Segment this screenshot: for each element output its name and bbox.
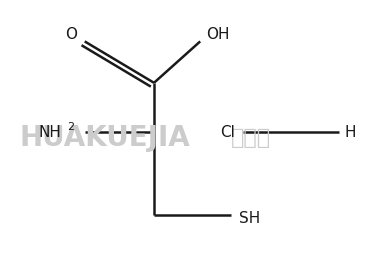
Text: 化学加: 化学加 (231, 128, 271, 148)
Text: SH: SH (239, 211, 260, 225)
Text: Cl: Cl (220, 125, 235, 140)
Text: NH: NH (38, 125, 61, 140)
Text: 2: 2 (67, 122, 75, 132)
Text: OH: OH (206, 27, 229, 42)
Text: H: H (345, 125, 356, 140)
Text: O: O (65, 27, 77, 42)
Text: HUAKUEJIA: HUAKUEJIA (19, 124, 190, 152)
